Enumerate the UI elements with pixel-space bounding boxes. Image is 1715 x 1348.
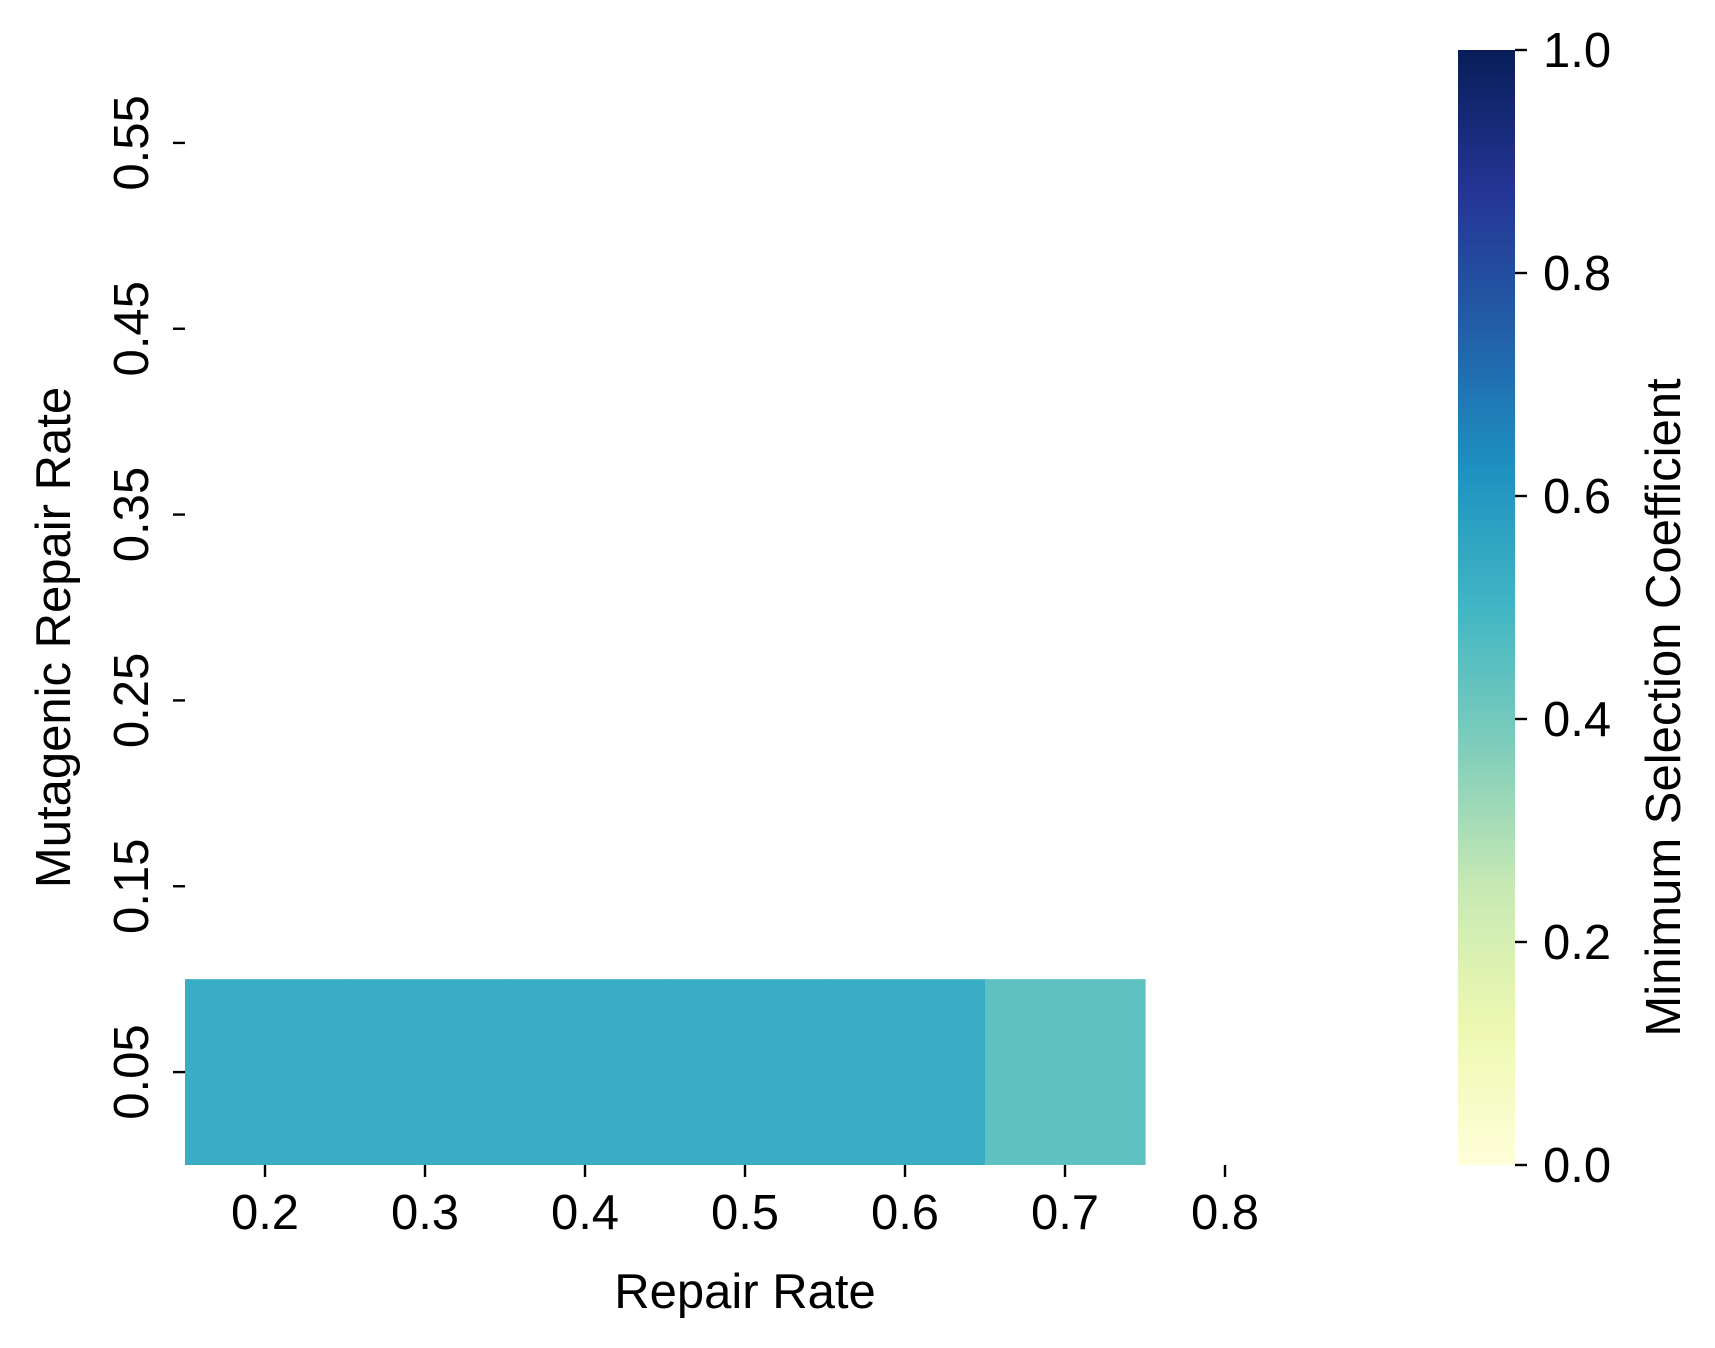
y-axis: 0.05 0.15 0.25 0.35 0.45 0.55 xyxy=(105,95,185,1120)
x-tick-label: 0.7 xyxy=(1031,1186,1099,1240)
y-tick-label: 0.25 xyxy=(105,653,159,748)
colorbar-tick-label: 0.4 xyxy=(1543,693,1611,747)
x-tick-label: 0.5 xyxy=(711,1186,779,1240)
y-tick-label: 0.45 xyxy=(105,281,159,376)
colorbar-label: Minimum Selection Coefficient xyxy=(1637,378,1691,1037)
colorbar-tick-label: 0.0 xyxy=(1543,1139,1611,1193)
x-axis: 0.2 0.3 0.4 0.5 0.6 0.7 0.8 xyxy=(231,1165,1259,1240)
colorbar-tick-label: 0.6 xyxy=(1543,470,1611,524)
heatmap-cell xyxy=(345,979,506,1165)
x-tick-label: 0.6 xyxy=(871,1186,939,1240)
heatmap-cell xyxy=(505,979,666,1165)
colorbar-bar xyxy=(1458,50,1515,1165)
x-tick-label: 0.3 xyxy=(391,1186,459,1240)
y-tick-label: 0.55 xyxy=(105,95,159,190)
y-tick-label: 0.35 xyxy=(105,467,159,562)
heatmap-cell xyxy=(985,979,1146,1165)
colorbar-tick-label: 0.8 xyxy=(1543,247,1611,301)
heatmap-cell xyxy=(665,979,826,1165)
x-tick-label: 0.4 xyxy=(551,1186,619,1240)
x-tick-label: 0.8 xyxy=(1191,1186,1259,1240)
x-tick-label: 0.2 xyxy=(231,1186,299,1240)
colorbar-tick-label: 0.2 xyxy=(1543,916,1611,970)
heatmap-cell xyxy=(185,979,346,1165)
colorbar: 0.0 0.2 0.4 0.6 0.8 1.0 xyxy=(1458,24,1611,1193)
colorbar-tick-label: 1.0 xyxy=(1543,24,1611,78)
y-tick-label: 0.15 xyxy=(105,839,159,934)
x-axis-label: Repair Rate xyxy=(614,1265,875,1319)
heatmap-cells xyxy=(185,979,1146,1165)
heatmap-cell xyxy=(825,979,986,1165)
y-tick-label: 0.05 xyxy=(105,1024,159,1119)
y-axis-label: Mutagenic Repair Rate xyxy=(27,387,81,888)
